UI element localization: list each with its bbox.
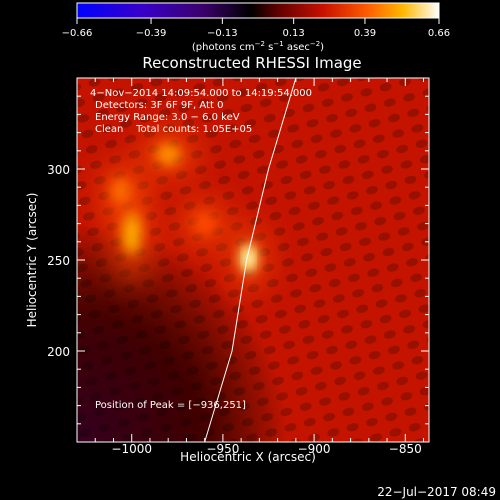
- annotation-clean-counts: Clean Total counts: 1.05E+05: [95, 124, 252, 135]
- chart-title: Reconstructed RHESSI Image: [142, 54, 361, 72]
- colorbar-tick-label: 0.66: [428, 28, 450, 39]
- x-tick-label: −900: [298, 442, 331, 456]
- x-axis: −1000 −950 −900 −850: [76, 78, 425, 456]
- colorbar-tick-label: 0.39: [354, 28, 376, 39]
- annotation-detectors: Detectors: 3F 6F 9F, Att 0: [95, 100, 223, 111]
- x-tick-label: −950: [206, 442, 239, 456]
- y-tick-label: 200: [47, 345, 70, 359]
- colorbar-tick-label: −0.39: [136, 28, 167, 39]
- y-tick-label: 300: [47, 163, 70, 177]
- y-tick-label: 250: [47, 254, 70, 268]
- y-axis-label: Heliocentric Y (arcsec): [25, 193, 39, 328]
- x-tick-label: −850: [389, 442, 422, 456]
- colorbar-tick-label: −0.13: [207, 28, 238, 39]
- colorbar: −0.66 −0.39 −0.13 0.13 0.39 0.66 (photons cm−…: [62, 2, 450, 53]
- annotation-energy-range: Energy Range: 3.0 − 6.0 keV: [95, 112, 240, 123]
- annotation-peak-position: Position of Peak = [−936,251]: [95, 400, 246, 411]
- heatmap-image: [77, 78, 429, 442]
- x-axis-label: Heliocentric X (arcsec): [180, 450, 316, 464]
- emission-source: [122, 210, 141, 255]
- y-axis: 200 250 300: [47, 77, 429, 443]
- annotation-time-range: 4−Nov−2014 14:09:54.000 to 14:19:54.000: [90, 88, 312, 99]
- x-tick-label: −1000: [111, 442, 152, 456]
- emission-source: [155, 143, 181, 166]
- emission-source: [193, 212, 216, 235]
- emission-sources: [98, 128, 271, 294]
- colorbar-units: (photons cm−2 s−1 asec−2): [192, 40, 324, 53]
- footer-timestamp: 22−Jul−2017 08:49: [377, 485, 496, 499]
- colorbar-tick-label: −0.66: [62, 28, 93, 39]
- solar-limb-line: [204, 78, 297, 442]
- annotations: 4−Nov−2014 14:09:54.000 to 14:19:54.000 …: [90, 88, 312, 411]
- emission-source: [111, 178, 130, 204]
- colorbar-ticks: −0.66 −0.39 −0.13 0.13 0.39 0.66: [62, 18, 450, 39]
- colorbar-tick-label: 0.13: [283, 28, 305, 39]
- colorbar-gradient: [76, 2, 440, 19]
